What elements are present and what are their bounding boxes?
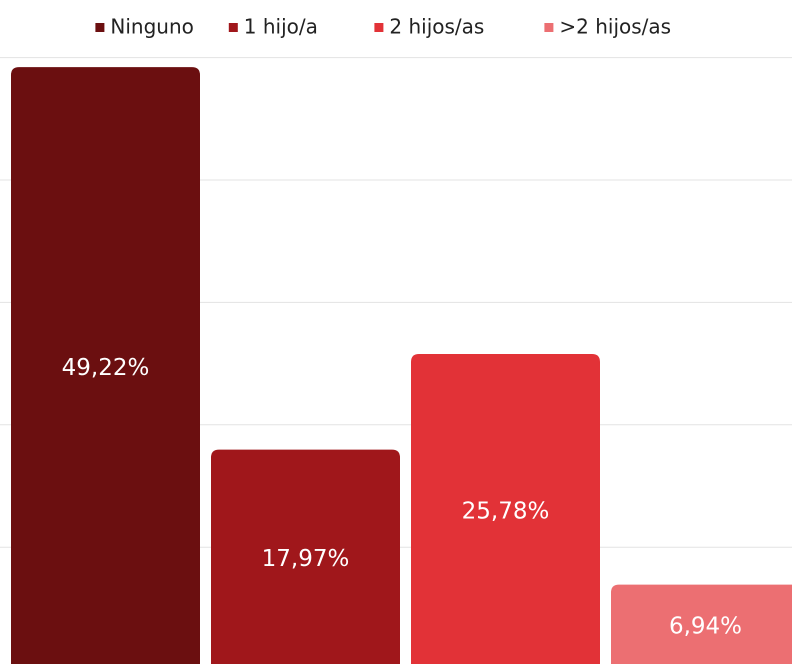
legend-swatch: [228, 23, 238, 32]
value-label: 25,78%: [462, 498, 550, 524]
legend-label: 1 hijo/a: [244, 15, 318, 39]
bar: [411, 354, 600, 664]
legend-swatch: [544, 23, 554, 32]
legend-swatch: [95, 23, 105, 32]
bar: [611, 584, 792, 664]
value-label: 6,94%: [669, 614, 742, 640]
bar: [11, 67, 200, 664]
legend-swatch: [374, 23, 384, 32]
value-label: 17,97%: [262, 546, 350, 572]
value-label: 49,22%: [62, 355, 150, 381]
legend-label: >2 hijos/as: [559, 15, 671, 39]
legend-label: Ninguno: [110, 15, 193, 39]
legend-label: 2 hijos/as: [389, 15, 484, 39]
bar: [211, 449, 400, 664]
